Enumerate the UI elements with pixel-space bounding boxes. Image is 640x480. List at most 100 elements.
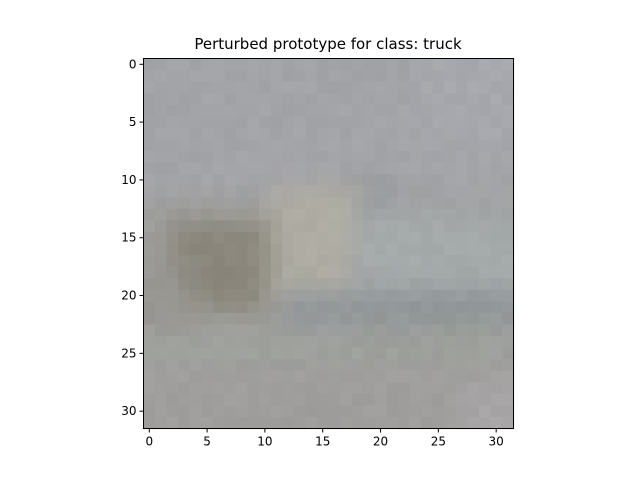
image-pixel [155,81,168,94]
image-pixel [501,81,515,94]
image-pixel [374,312,387,326]
image-pixel [212,266,226,279]
image-pixel [409,220,422,233]
image-pixel [444,70,457,83]
image-pixel [363,127,376,141]
image-pixel [444,151,457,164]
image-pixel [166,312,179,326]
image-pixel [224,266,237,279]
image-pixel [143,278,156,291]
image-pixel [421,393,434,406]
image-pixel [432,220,445,233]
image-pixel [224,405,237,418]
image-pixel [386,208,399,221]
image-pixel [432,347,445,360]
image-pixel [212,416,226,430]
image-pixel [201,139,214,152]
image-pixel [478,185,491,198]
image-pixel [201,266,214,279]
image-pixel [143,197,156,210]
image-pixel [212,104,226,117]
image-pixel [374,220,387,233]
image-pixel [143,255,156,268]
image-pixel [421,81,434,94]
image-pixel [455,70,468,83]
image-pixel [351,162,364,175]
image-pixel [328,336,341,349]
image-pixel [409,243,422,256]
image-pixel [397,405,411,418]
image-pixel [178,324,191,337]
image-pixel [316,185,330,198]
image-pixel [328,405,341,418]
image-pixel [224,312,237,326]
image-pixel [340,70,353,83]
image-pixel [409,289,422,302]
image-pixel [444,139,457,152]
image-pixel [478,382,491,395]
image-pixel [444,255,457,268]
image-pixel [201,127,214,141]
image-pixel [374,359,387,372]
image-pixel [236,416,249,430]
image-pixel [501,336,515,349]
image-pixel [236,370,249,383]
image-pixel [316,347,330,360]
image-pixel [201,312,214,326]
image-pixel [432,266,445,279]
image-pixel [351,289,364,302]
image-pixel [432,289,445,302]
image-pixel [143,139,156,152]
image-pixel [189,139,202,152]
image-pixel [247,116,260,129]
image-pixel [386,405,399,418]
y-tick-label: 0 [129,57,137,71]
image-pixel [155,243,168,256]
image-pixel [270,324,283,337]
image-pixel [178,347,191,360]
image-pixel [155,162,168,175]
image-pixel [432,104,445,117]
image-pixel [397,336,411,349]
image-pixel [224,324,237,337]
image-pixel [305,139,318,152]
image-pixel [432,139,445,152]
image-pixel [490,393,503,406]
image-pixel [490,162,503,175]
image-pixel [305,70,318,83]
image-pixel [397,359,411,372]
image-pixel [478,312,491,326]
image-pixel [490,278,503,291]
image-pixel [432,324,445,337]
image-pixel [143,336,156,349]
image-pixel [247,162,260,175]
image-pixel [490,151,503,164]
image-pixel [201,174,214,187]
image-pixel [363,416,376,430]
image-pixel [212,127,226,141]
image-pixel [247,382,260,395]
image-pixel [201,359,214,372]
image-pixel [421,289,434,302]
image-pixel [328,139,341,152]
image-pixel [178,58,191,71]
image-pixel [397,231,411,245]
image-pixel [316,116,330,129]
image-pixel [490,324,503,337]
image-pixel [455,289,468,302]
image-pixel [247,81,260,94]
image-pixel [224,185,237,198]
image-pixel [490,301,503,314]
image-pixel [143,208,156,221]
image-pixel [316,139,330,152]
image-pixel [143,162,156,175]
image-pixel [189,336,202,349]
image-pixel [178,81,191,94]
image-pixel [259,393,272,406]
image-pixel [166,289,179,302]
image-pixel [351,255,364,268]
image-pixel [386,336,399,349]
image-pixel [201,278,214,291]
image-pixel [467,393,480,406]
image-pixel [444,162,457,175]
